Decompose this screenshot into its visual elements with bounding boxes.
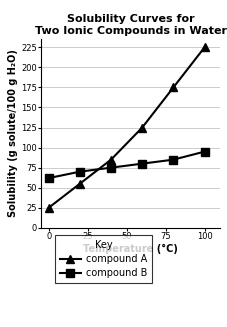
compound B [172,158,175,162]
compound A [79,182,81,186]
Legend: compound A, compound B: compound A, compound B [55,235,152,283]
Line: compound B: compound B [44,147,209,182]
compound A [141,126,144,129]
compound B [79,170,81,174]
compound A [203,45,206,49]
compound B [141,162,144,165]
compound A [110,158,112,162]
X-axis label: Temperature (°C): Temperature (°C) [83,244,178,254]
compound A [47,206,50,210]
compound B [110,166,112,170]
Line: compound A: compound A [44,43,209,212]
Y-axis label: Solubility (g solute/100 g H₂O): Solubility (g solute/100 g H₂O) [8,50,18,217]
compound B [47,176,50,180]
compound A [172,85,175,89]
compound B [203,150,206,154]
Title: Solubility Curves for
Two Ionic Compounds in Water: Solubility Curves for Two Ionic Compound… [35,14,227,36]
